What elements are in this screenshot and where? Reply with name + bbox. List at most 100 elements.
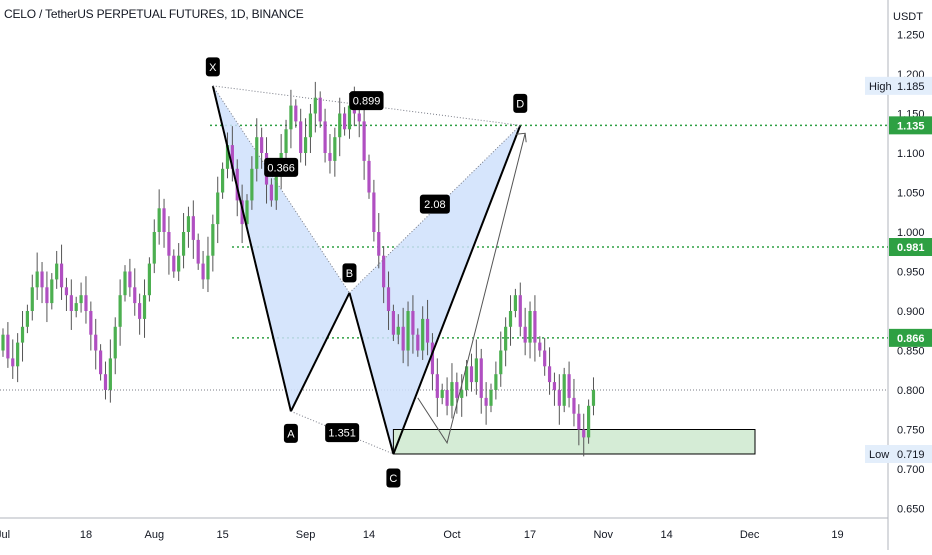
candle-body [338,113,342,138]
candle-body [411,311,415,335]
candle-body [518,295,522,327]
candle-body [582,429,586,438]
point-label-b: B [342,263,357,283]
time-tick-label: Aug [144,529,164,541]
time-axis[interactable]: Jul 18 Aug 15 Sep 14 Oct 17 Nov 14 Dec 19 [0,529,844,541]
candle-body [435,374,439,398]
price-level-badge: 0.866 [889,328,932,347]
time-tick-label: Dec [740,529,760,541]
candle-body [484,397,488,406]
candle-body [499,350,503,375]
candle-body [211,224,215,256]
high-badge: High 1.185 [865,76,932,95]
badge-label: Low [869,449,889,461]
candle-body [538,342,542,351]
label-text: A [287,428,295,440]
candle-body [372,192,376,232]
price-tick-label: 0.750 [897,425,925,437]
candle-body [557,390,561,406]
candle-body [274,176,278,201]
candle-body [59,263,64,288]
candle-body [416,334,420,351]
pattern-leg [392,124,522,455]
candle-body [367,160,371,193]
axis-unit-label: USDT [893,11,923,23]
point-label-a: A [283,423,298,443]
badge-text: 0.981 [897,242,925,254]
candle-body [133,287,137,304]
pattern-overlay: X A B C D 0.366 1.351 2.08 0.899 [205,57,528,488]
candle-body [469,366,474,383]
candle-body [216,192,220,225]
candle-body [425,318,430,343]
badge-bg [865,444,932,463]
price-level-badge: 1.135 [889,116,932,135]
pattern-triangle-bcd [349,125,521,454]
candle-body [333,137,337,161]
candle-body [406,311,410,351]
label-box [513,93,528,113]
label-box [349,91,384,111]
price-tick-label: 1.050 [897,188,925,200]
price-tick-label: 1.100 [897,148,925,160]
candle-body [128,271,132,288]
point-label-d: D [513,93,528,113]
label-box [205,57,220,77]
candle-body [152,232,156,264]
candle-body [103,374,108,390]
candle-body [323,121,327,153]
candle-body [313,97,317,114]
candle-body [147,263,151,296]
candle-body [11,358,15,367]
candle-body [138,303,142,319]
candle-body [440,390,444,398]
candle-body [118,295,122,327]
price-axis[interactable]: USDT1.2501.2001.1501.1001.0501.0000.9500… [865,11,932,516]
candle-body [450,382,454,406]
candle-body [250,168,254,201]
low-badge: Low 0.719 [865,444,932,463]
price-tick-label: 0.700 [897,464,925,476]
candle-body [255,137,259,169]
candle-body [523,326,527,343]
candle-body [186,216,191,232]
candle-body [474,358,478,383]
ratio-label-bd: 2.08 [419,194,450,214]
price-tick-label: 0.800 [897,385,925,397]
candle-body [191,216,195,240]
candle-body [552,382,557,390]
label-text: 1.351 [328,428,356,440]
target-zone [392,429,756,455]
candle-body [94,334,98,351]
candle-body [55,263,59,280]
time-tick-label: 17 [524,529,536,541]
price-tick-label: 1.000 [897,227,925,239]
time-tick-label: 14 [363,529,375,541]
time-tick-label: 15 [216,529,228,541]
badge-label: High [869,81,892,93]
candle-body [245,200,249,225]
label-text: C [389,473,397,485]
candle-body [460,390,464,398]
label-text: B [346,268,353,280]
candle-body [30,287,34,311]
price-tick-label: 1.250 [897,30,925,42]
label-box [419,194,450,214]
harmonic-pattern [212,85,756,455]
ratio-label-xd: 0.899 [349,91,384,111]
candle-body [84,295,88,311]
price-tick-label: 0.950 [897,267,925,279]
candle-body [162,208,166,232]
candle-body [547,366,552,383]
candle-body [513,295,517,311]
time-tick-label: Oct [443,529,460,541]
candle-body [303,137,308,153]
ratio-label-xb: 0.366 [264,157,299,177]
candle-body [308,113,313,138]
candle-body [230,145,234,169]
label-text: 2.08 [424,199,445,211]
price-level-badge: 0.981 [889,238,932,257]
pattern-leg [290,292,351,412]
